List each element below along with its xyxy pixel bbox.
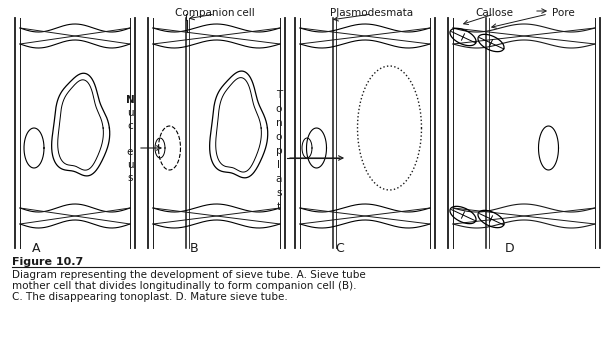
Text: c: c xyxy=(127,121,133,131)
Text: s: s xyxy=(276,188,282,198)
Text: a: a xyxy=(276,174,282,184)
Text: N: N xyxy=(126,95,134,105)
Text: T: T xyxy=(276,90,282,100)
Text: l: l xyxy=(277,160,280,170)
Text: B: B xyxy=(190,242,199,255)
Text: l: l xyxy=(128,134,131,144)
Text: Diagram representing the development of sieve tube. A. Sieve tube: Diagram representing the development of … xyxy=(12,270,366,280)
Text: mother cell that divides longitudinally to form companion cell (B).: mother cell that divides longitudinally … xyxy=(12,281,356,291)
Text: u: u xyxy=(126,160,133,170)
Text: C. The disappearing tonoplast. D. Mature sieve tube.: C. The disappearing tonoplast. D. Mature… xyxy=(12,292,288,302)
Text: n: n xyxy=(276,118,282,128)
Text: Callose: Callose xyxy=(475,8,513,18)
Text: Pore: Pore xyxy=(552,8,575,18)
Text: e: e xyxy=(127,147,133,157)
Text: C: C xyxy=(335,242,344,255)
Text: s: s xyxy=(127,173,133,183)
Text: u: u xyxy=(126,108,133,118)
Text: o: o xyxy=(276,132,282,142)
Text: Companion cell: Companion cell xyxy=(175,8,255,18)
Text: o: o xyxy=(276,104,282,114)
Text: Plasmodesmata: Plasmodesmata xyxy=(331,8,414,18)
Text: t: t xyxy=(277,202,281,212)
Text: A: A xyxy=(32,242,40,255)
Text: p: p xyxy=(276,146,282,156)
Text: D: D xyxy=(505,242,514,255)
Text: Figure 10.7: Figure 10.7 xyxy=(12,257,83,267)
